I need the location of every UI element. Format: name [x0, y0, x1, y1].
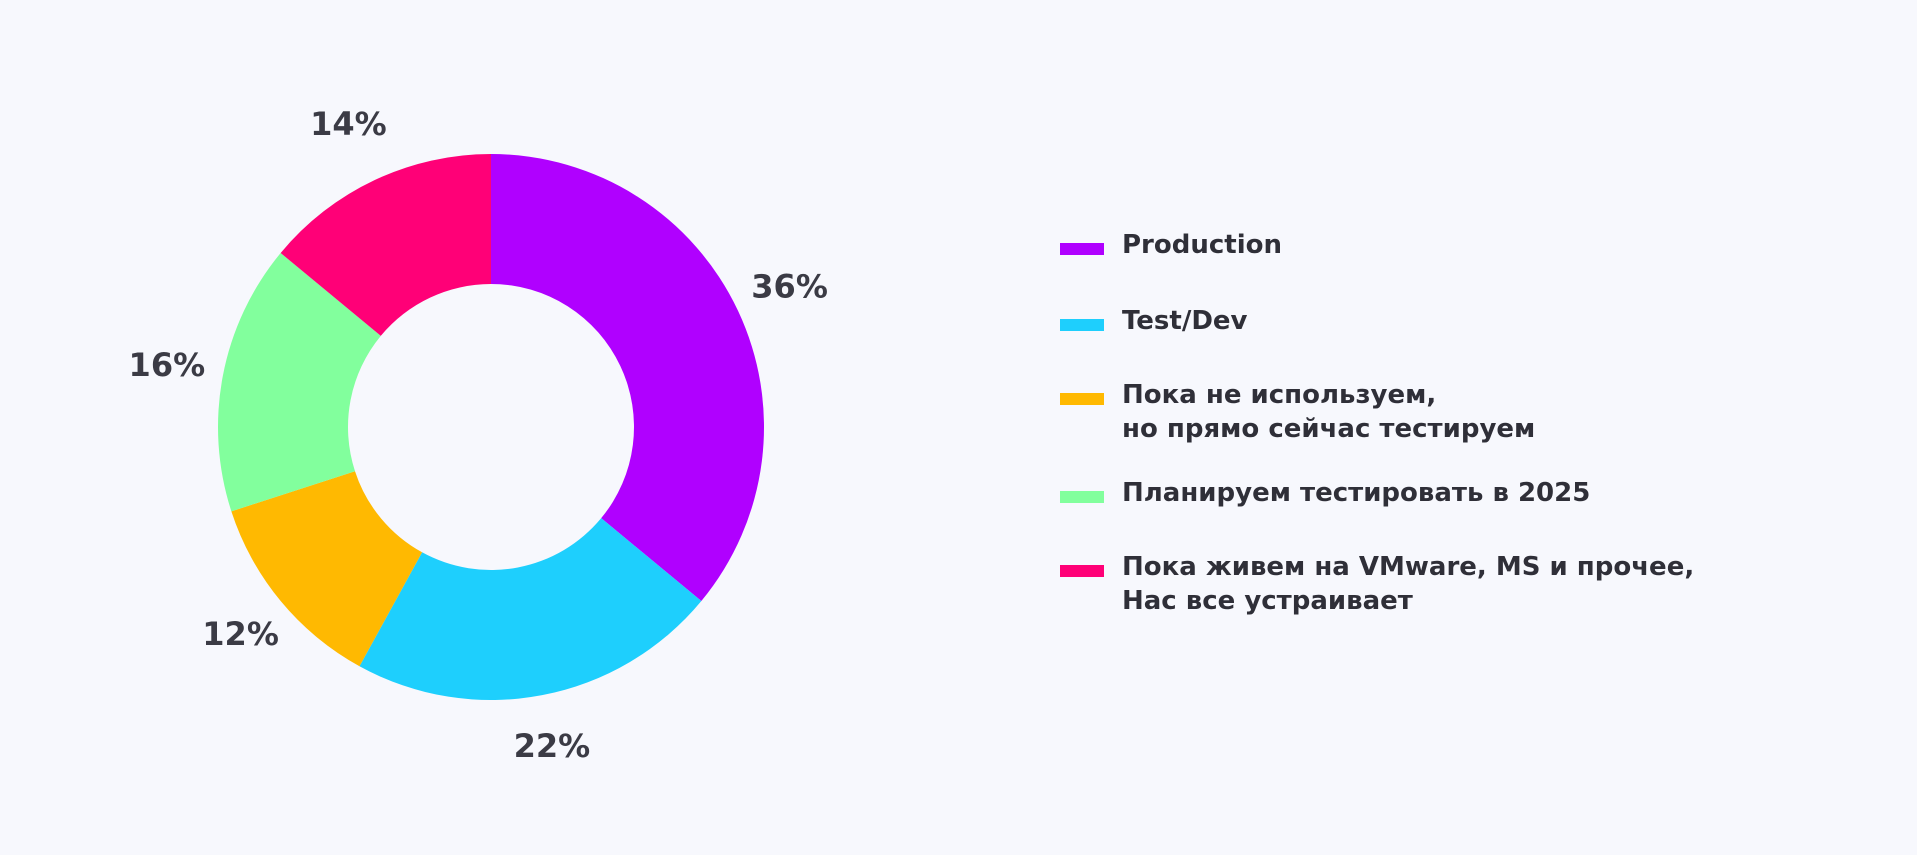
legend-label-test-dev: Test/Dev	[1122, 304, 1247, 338]
slice-vmware	[280, 153, 491, 336]
slice-label-vmware: 14%	[310, 105, 387, 143]
slice-label-test-dev: 22%	[514, 727, 591, 765]
slice-label-plan-2025: 16%	[129, 346, 206, 384]
slice-test-dev	[359, 518, 702, 700]
slice-label-testing-now: 12%	[202, 615, 279, 653]
donut-slices	[217, 153, 764, 700]
legend-item-test-dev: Test/Dev	[1060, 304, 1247, 338]
legend-label-plan-2025: Планируем тестировать в 2025	[1122, 476, 1590, 510]
legend-swatch-plan-2025	[1060, 491, 1104, 503]
legend-label-line: Пока не используем,	[1122, 380, 1437, 410]
legend-label-production: Production	[1122, 228, 1282, 262]
legend-label-line: Production	[1122, 230, 1282, 260]
legend-label-line: Планируем тестировать в 2025	[1122, 478, 1591, 508]
legend-item-vmware: Пока живем на VMware, MS и прочее, Нас в…	[1060, 550, 1694, 618]
slice-labels: 36% 22% 12% 16% 14%	[129, 105, 828, 765]
legend-label-line: Пока живем на VMware, MS и прочее,	[1122, 552, 1695, 582]
legend-label-line: Test/Dev	[1122, 306, 1248, 336]
legend-label-line: Нас все устраивает	[1122, 586, 1413, 616]
legend-label-vmware: Пока живем на VMware, MS и прочее, Нас в…	[1122, 550, 1694, 618]
legend-swatch-vmware	[1060, 565, 1104, 577]
legend-label-line: но прямо сейчас тестируем	[1122, 414, 1536, 444]
legend-swatch-test-dev	[1060, 319, 1104, 331]
legend-item-production: Production	[1060, 228, 1282, 262]
slice-label-production: 36%	[751, 267, 828, 305]
slice-plan-2025	[217, 252, 381, 512]
slice-testing-now	[231, 471, 423, 667]
legend-swatch-testing-now	[1060, 393, 1104, 405]
legend-label-testing-now: Пока не используем, но прямо сейчас тест…	[1122, 378, 1535, 446]
legend-item-testing-now: Пока не используем, но прямо сейчас тест…	[1060, 378, 1535, 446]
slice-production	[491, 154, 764, 602]
legend-swatch-production	[1060, 243, 1104, 255]
legend-item-plan-2025: Планируем тестировать в 2025	[1060, 476, 1590, 510]
